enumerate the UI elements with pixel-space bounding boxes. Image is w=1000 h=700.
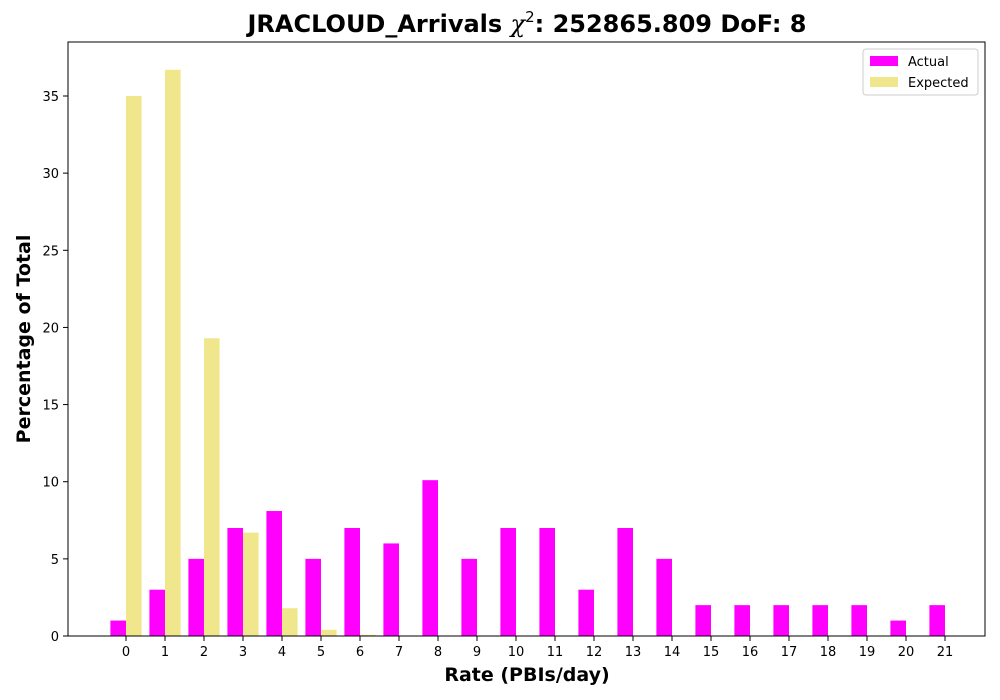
bars-group bbox=[110, 69, 945, 636]
plot-frame bbox=[67, 41, 986, 637]
chart-title-rest: : 252865.809 DoF: 8 bbox=[535, 10, 807, 38]
y-tick-label: 0 bbox=[51, 630, 59, 645]
bar-expected-0 bbox=[126, 96, 142, 636]
bar-actual-18 bbox=[812, 605, 828, 636]
x-tick-label: 18 bbox=[820, 645, 837, 660]
chart-title-superscript: 2 bbox=[525, 8, 535, 26]
y-tick-label: 25 bbox=[42, 244, 59, 259]
y-ticks-group: 0 5 10 15 20 25 30 35 bbox=[42, 90, 68, 645]
x-tick-label: 19 bbox=[859, 645, 876, 660]
bar-expected-4 bbox=[282, 608, 298, 636]
y-tick-label: 35 bbox=[42, 90, 59, 105]
bar-actual-1 bbox=[149, 589, 165, 636]
x-tick-label: 2 bbox=[200, 645, 208, 660]
bar-actual-14 bbox=[656, 558, 672, 636]
bar-actual-11 bbox=[539, 528, 555, 636]
bar-actual-7 bbox=[383, 543, 399, 636]
bar-expected-2 bbox=[204, 338, 220, 636]
x-tick-label: 0 bbox=[122, 645, 130, 660]
bar-actual-5 bbox=[305, 558, 321, 636]
bar-actual-12 bbox=[578, 589, 594, 636]
x-axis-label: Rate (PBIs/day) bbox=[444, 664, 609, 686]
x-tick-label: 16 bbox=[742, 645, 759, 660]
bar-expected-3 bbox=[243, 532, 259, 636]
x-tick-label: 15 bbox=[703, 645, 720, 660]
x-tick-label: 20 bbox=[898, 645, 915, 660]
y-tick-label: 15 bbox=[42, 399, 59, 414]
bar-actual-21 bbox=[929, 605, 945, 636]
y-tick-label: 20 bbox=[42, 321, 59, 336]
legend: Actual Expected bbox=[862, 48, 979, 96]
x-tick-label: 3 bbox=[239, 645, 247, 660]
x-tick-label: 5 bbox=[317, 645, 325, 660]
x-tick-label: 11 bbox=[547, 645, 564, 660]
bar-actual-8 bbox=[422, 480, 438, 636]
x-tick-label: 21 bbox=[937, 645, 954, 660]
bar-actual-6 bbox=[344, 528, 360, 636]
x-tick-label: 9 bbox=[473, 645, 481, 660]
chart-title: JRACLOUD_Arrivals χ2: 252865.809 DoF: 8 bbox=[246, 8, 807, 38]
bar-actual-2 bbox=[188, 558, 204, 636]
y-axis-label: Percentage of Total bbox=[13, 235, 35, 444]
bar-actual-19 bbox=[851, 605, 867, 636]
y-tick-label: 10 bbox=[42, 476, 59, 491]
bar-actual-3 bbox=[227, 528, 243, 636]
x-tick-label: 1 bbox=[161, 645, 169, 660]
bar-actual-13 bbox=[617, 528, 633, 636]
bar-actual-9 bbox=[461, 558, 477, 636]
bar-expected-5 bbox=[321, 629, 337, 636]
x-tick-label: 6 bbox=[356, 645, 364, 660]
x-tick-label: 7 bbox=[395, 645, 403, 660]
x-ticks-group: 0 1 2 3 4 5 6 7 8 9 10 11 12 13 14 15 16 17 18 19 20 21 bbox=[122, 636, 953, 660]
x-tick-label: 14 bbox=[664, 645, 681, 660]
bar-actual-15 bbox=[695, 605, 711, 636]
y-tick-label: 30 bbox=[42, 167, 59, 182]
legend-label-actual: Actual bbox=[908, 55, 949, 70]
bar-expected-6 bbox=[360, 634, 376, 636]
chart-title-main: JRACLOUD_Arrivals bbox=[246, 10, 511, 38]
x-tick-label: 12 bbox=[586, 645, 603, 660]
x-tick-label: 17 bbox=[781, 645, 798, 660]
x-tick-label: 10 bbox=[508, 645, 525, 660]
bar-actual-0 bbox=[110, 620, 126, 636]
bar-expected-1 bbox=[165, 69, 181, 636]
x-tick-label: 13 bbox=[625, 645, 642, 660]
bar-actual-10 bbox=[500, 528, 516, 636]
x-tick-label: 4 bbox=[278, 645, 286, 660]
y-tick-label: 5 bbox=[51, 553, 59, 568]
chart-title-chi: χ bbox=[509, 10, 527, 38]
bar-actual-20 bbox=[890, 620, 906, 636]
x-tick-label: 8 bbox=[434, 645, 442, 660]
legend-swatch-expected bbox=[870, 77, 898, 87]
legend-swatch-actual bbox=[870, 56, 898, 66]
bar-actual-4 bbox=[266, 511, 282, 636]
bar-actual-16 bbox=[734, 605, 750, 636]
legend-label-expected: Expected bbox=[908, 76, 969, 91]
bar-actual-17 bbox=[773, 605, 789, 636]
